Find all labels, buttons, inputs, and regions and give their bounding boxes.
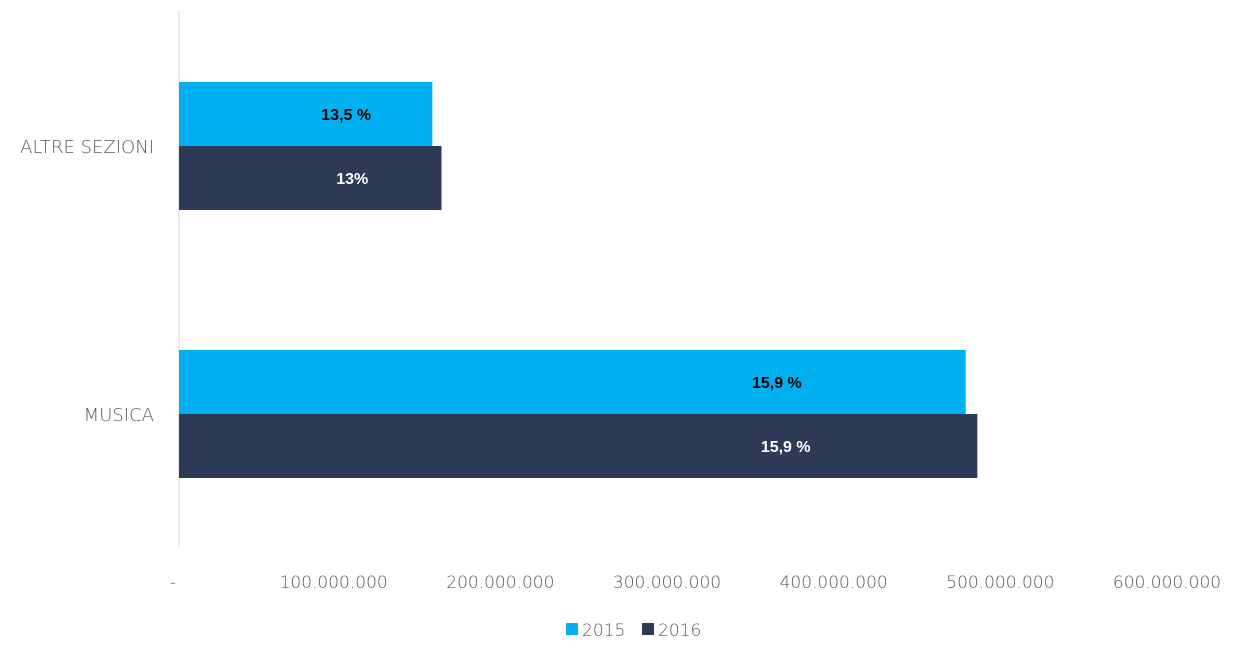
x-tick-label: -	[170, 573, 176, 593]
category-label: MUSICA	[84, 405, 154, 426]
data-label: 13%	[336, 171, 368, 188]
category-label: ALTRE SEZIONI	[20, 137, 154, 158]
x-tick-label: 600.000.000	[1113, 573, 1221, 593]
data-label: 15,9 %	[752, 375, 802, 392]
x-tick-label: 200.000.000	[446, 573, 554, 593]
x-tick-label: 500.000.000	[946, 573, 1054, 593]
data-label: 15,9 %	[761, 439, 811, 456]
bar-2016-1	[179, 414, 978, 478]
legend: 2015 2016	[566, 621, 701, 641]
data-label: 13,5 %	[321, 107, 371, 124]
legend-swatch	[566, 623, 578, 635]
x-tick-label: 300.000.000	[613, 573, 721, 593]
bar-2015-0	[179, 82, 433, 146]
bar-2015-1	[179, 350, 966, 414]
bar-2016-0	[179, 146, 442, 210]
x-tick-label: 100.000.000	[280, 573, 388, 593]
labels-layer: 13,5 % 15,9 % 13% 15,9 %	[321, 107, 810, 456]
bars-layer	[179, 82, 978, 478]
x-tick-label: 400.000.000	[780, 573, 888, 593]
legend-label: 2016	[658, 621, 701, 641]
legend-swatch	[642, 623, 654, 635]
legend-label: 2015	[582, 621, 625, 641]
axis-layer: - 100.000.000 200.000.000 300.000.000 400.00…	[20, 10, 1221, 593]
